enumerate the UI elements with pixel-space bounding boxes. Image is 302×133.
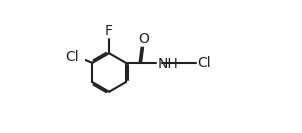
Text: O: O [138, 32, 149, 47]
Text: NH: NH [157, 57, 178, 70]
Text: Cl: Cl [65, 50, 79, 64]
Text: Cl: Cl [197, 56, 210, 70]
Text: F: F [105, 24, 113, 38]
